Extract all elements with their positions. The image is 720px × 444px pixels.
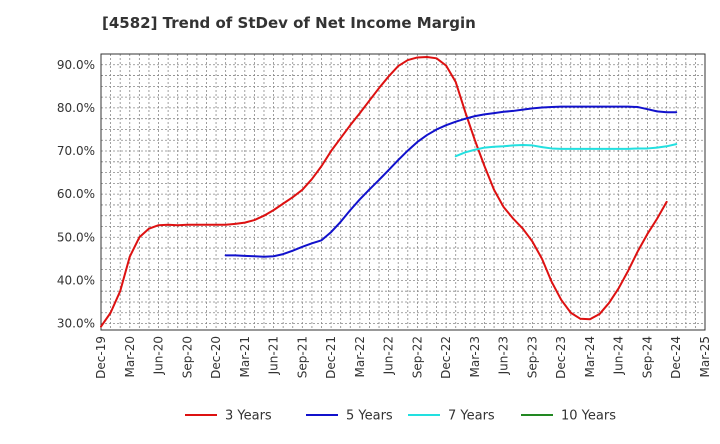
x-axis-ticks: Dec-19 Mar-20 Jun-20 Sep-20 Dec-20 Mar-21 Jun-… <box>94 336 712 379</box>
x-tick-label: Mar-22 <box>353 336 367 377</box>
legend-label-3-years: 3 Years <box>225 409 272 424</box>
x-tick-label: Jun-23 <box>497 336 511 375</box>
series-line-3-years <box>100 56 668 328</box>
x-tick-label: Dec-21 <box>324 336 338 379</box>
x-tick-label: Mar-20 <box>123 336 137 377</box>
x-tick-label: Jun-22 <box>382 336 396 375</box>
y-tick-label: 80.0% <box>57 101 95 115</box>
x-tick-label: Jun-24 <box>612 336 626 375</box>
x-tick-label: Dec-24 <box>669 336 683 379</box>
x-tick-label: Mar-23 <box>468 336 482 377</box>
legend-label-7-years: 7 Years <box>448 409 495 424</box>
y-tick-label: 30.0% <box>57 317 95 331</box>
x-tick-label: Sep-22 <box>410 336 424 378</box>
vertical-gridlines <box>110 54 696 330</box>
x-tick-label: Mar-24 <box>583 336 597 377</box>
x-tick-label: Dec-19 <box>94 336 108 379</box>
y-tick-label: 50.0% <box>57 230 95 244</box>
x-tick-label: Sep-24 <box>640 336 654 378</box>
x-tick-label: Dec-22 <box>439 336 453 379</box>
legend-label-10-years: 10 Years <box>561 409 616 424</box>
chart-title: [4582] Trend of StDev of Net Income Marg… <box>102 14 476 32</box>
x-tick-label: Mar-25 <box>698 336 712 377</box>
x-tick-label: Jun-20 <box>152 336 166 375</box>
horizontal-gridlines <box>101 64 705 324</box>
x-tick-label: Dec-20 <box>209 336 223 379</box>
y-axis-ticks: 30.0% 40.0% 50.0% 60.0% 70.0% 80.0% 90.0% <box>57 58 95 331</box>
y-tick-label: 90.0% <box>57 58 95 72</box>
series-line-5-years <box>224 105 678 258</box>
series-lines <box>100 56 678 328</box>
x-tick-label: Jun-21 <box>267 336 281 375</box>
x-tick-label: Dec-23 <box>554 336 568 379</box>
legend-label-5-years: 5 Years <box>346 409 393 424</box>
x-tick-label: Sep-20 <box>180 336 194 378</box>
y-tick-label: 70.0% <box>57 144 95 158</box>
y-tick-label: 40.0% <box>57 273 95 287</box>
x-tick-label: Sep-23 <box>525 336 539 378</box>
x-tick-label: Sep-21 <box>295 336 309 378</box>
plot-background <box>101 54 705 330</box>
y-tick-label: 60.0% <box>57 187 95 201</box>
legend: 3 Years 5 Years 7 Years 10 Years <box>185 409 616 424</box>
series-line-7-years <box>454 143 678 158</box>
x-tick-label: Mar-21 <box>238 336 252 377</box>
plot-frame <box>100 53 706 331</box>
